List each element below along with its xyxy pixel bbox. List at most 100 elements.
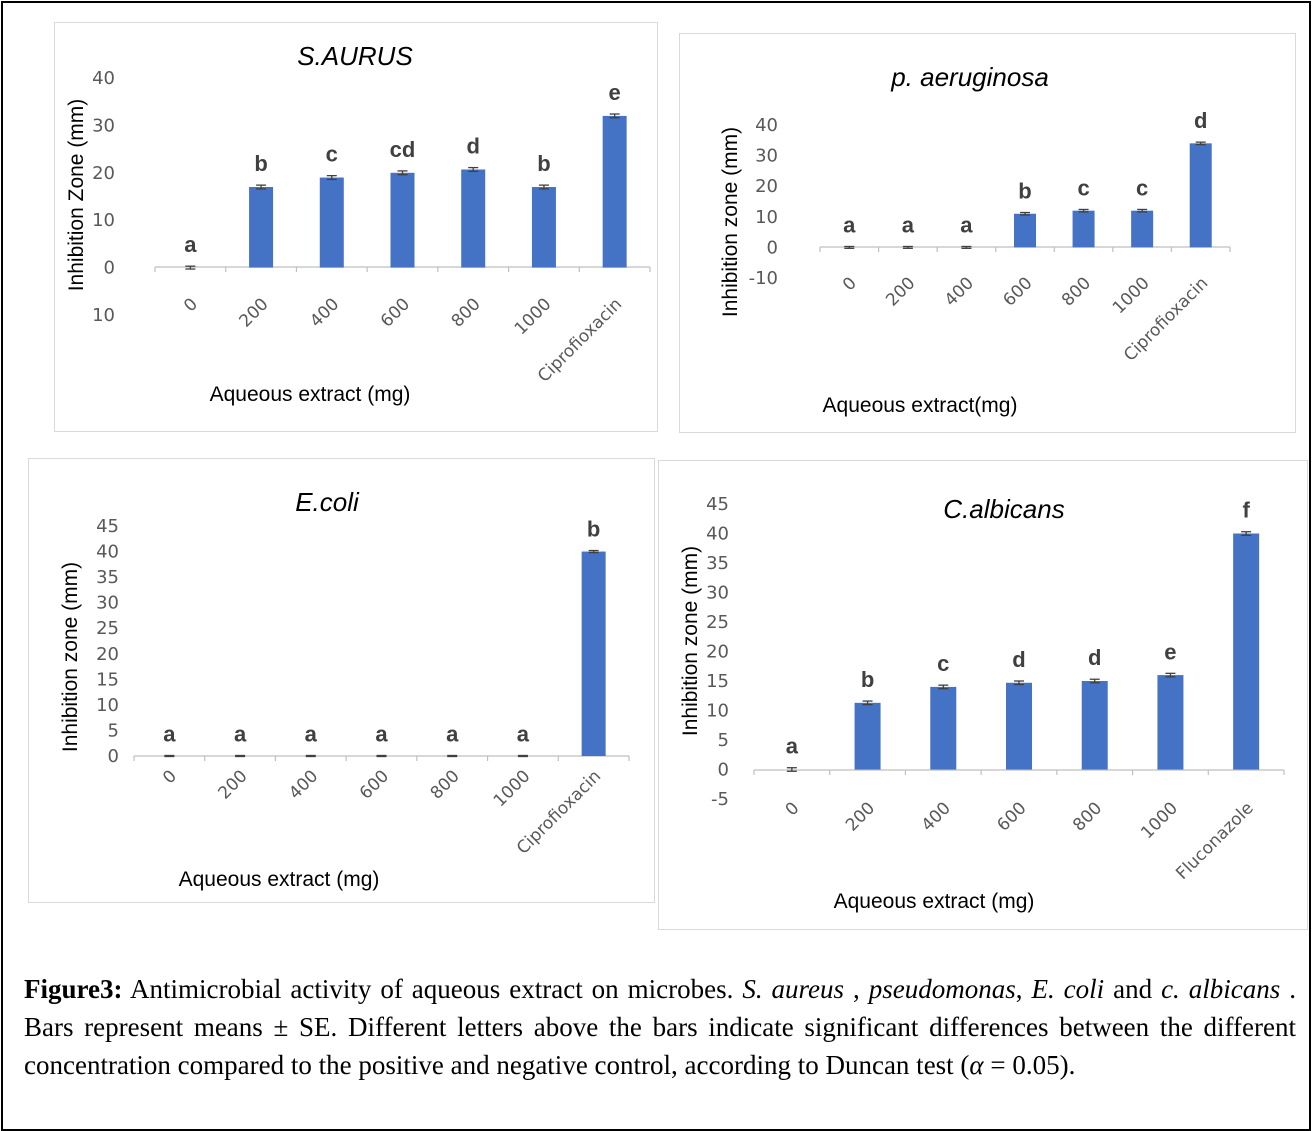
x-axis-label: Aqueous extract (mg) [210, 383, 411, 406]
significance-letter: d [466, 134, 479, 159]
chart-title: p. aeruginosa [890, 62, 1049, 92]
bar [1072, 210, 1095, 248]
y-axis-label: Inhibition zone (mm) [679, 546, 702, 736]
y-tick-label: 20 [755, 176, 778, 197]
y-tick-label: 40 [706, 524, 729, 545]
y-tick-label: 40 [96, 542, 119, 563]
x-tick-label: 0 [782, 798, 804, 820]
y-tick-label: 45 [706, 494, 729, 515]
caption-species-1: S. aureus [742, 974, 845, 1004]
caption-species-3: E. coli [1031, 974, 1105, 1004]
bar [249, 187, 274, 268]
significance-letter: e [609, 80, 621, 105]
x-axis-label: Aqueous extract(mg) [823, 394, 1018, 417]
bar [1157, 675, 1184, 770]
caption-label: Figure3: [24, 974, 123, 1004]
bar [581, 551, 606, 756]
x-tick-label: 1000 [1109, 273, 1154, 318]
chart-panel-e-coli: 45 40 35 30 25 20 15 10 5 0 E.coli Inhibition zone … [28, 458, 655, 903]
y-tick-label: 30 [96, 593, 119, 614]
x-tick-label: 1000 [490, 766, 535, 811]
chart-title: C.albicans [943, 494, 1064, 524]
bar [1131, 210, 1154, 248]
y-tick-label: -10 [749, 268, 778, 289]
y-tick-label: 20 [96, 644, 119, 665]
x-tick-label: 200 [842, 798, 879, 835]
significance-letter: c [937, 651, 949, 676]
significance-letter: a [517, 721, 530, 746]
significance-letter: d [1012, 647, 1025, 672]
y-tick-label: 5 [718, 730, 729, 751]
y-tick-label: 40 [92, 68, 115, 89]
caption-alpha: α [969, 1050, 984, 1080]
y-tick-label: 40 [755, 115, 778, 136]
y-tick-label: 25 [96, 618, 119, 639]
y-tick-label: 10 [755, 207, 778, 228]
significance-letter: a [902, 212, 915, 237]
bar [319, 177, 344, 268]
chart-title: S.AURUS [297, 41, 413, 71]
y-tick-label: 35 [706, 553, 729, 574]
significance-letter: b [861, 667, 874, 692]
bar [930, 686, 957, 770]
significance-letter: c [326, 142, 338, 167]
caption-text-1: Antimicrobial activity of aqueous extrac… [122, 974, 743, 1004]
x-tick-label: 0 [180, 294, 202, 316]
y-tick-label: 0 [108, 746, 119, 767]
y-tick-label: 20 [706, 642, 729, 663]
x-tick-label: 600 [377, 294, 414, 331]
x-tick-label: 400 [306, 294, 343, 331]
y-tick-label: 25 [706, 612, 729, 633]
caption-species-2: pseudomonas [868, 974, 1016, 1004]
caption-species-4: c. albicans [1161, 974, 1281, 1004]
bar [1006, 682, 1032, 770]
x-tick-label: 200 [236, 294, 273, 331]
x-axis-label: Aqueous extract (mg) [179, 868, 380, 891]
x-tick-label: 800 [448, 294, 485, 331]
significance-letter: a [375, 721, 388, 746]
x-tick-label: 1000 [511, 294, 556, 339]
significance-letter: a [446, 721, 459, 746]
bar [390, 172, 415, 268]
significance-letter: e [1164, 639, 1176, 664]
chart-panel-p-aeruginosa: 40 30 20 10 0 -10 p. aeruginosa Inhibition zone… [679, 33, 1296, 433]
significance-letter: a [960, 212, 973, 237]
y-tick-label: 10 [92, 305, 115, 326]
significance-letter: b [1018, 179, 1031, 204]
y-tick-label: 35 [96, 567, 119, 588]
y-tick-label: 15 [96, 669, 119, 690]
significance-letter: a [305, 721, 318, 746]
x-axis-label: Aqueous extract (mg) [834, 890, 1035, 913]
chart-title: E.coli [295, 487, 360, 517]
x-tick-label: 800 [1058, 273, 1095, 310]
x-tick-label: 600 [356, 766, 393, 803]
y-axis-label: Inhibition zone (mm) [719, 127, 742, 317]
significance-letter: b [537, 151, 550, 176]
x-tick-label: Fluconazole [1172, 798, 1257, 883]
significance-letter: c [1136, 175, 1148, 200]
chart-c-albicans: 45 40 35 30 25 20 15 10 5 0 -5 C.albicans Inhibition… [679, 494, 1285, 913]
y-axis-label: Inhibition Zone (mm) [65, 99, 88, 292]
y-tick-label: 20 [92, 163, 115, 184]
y-tick-label: 30 [706, 583, 729, 604]
y-tick-label: 30 [92, 115, 115, 136]
significance-letter: b [587, 517, 600, 542]
significance-letter: a [843, 212, 856, 237]
x-tick-label: 0 [839, 273, 861, 295]
x-tick-label: 1000 [1137, 798, 1182, 843]
caption-text-6: = 0.05). [983, 1050, 1076, 1080]
y-tick-label: 10 [92, 210, 115, 231]
y-tick-label: 10 [96, 695, 119, 716]
significance-letter: a [234, 721, 247, 746]
x-tick-label: 400 [285, 766, 322, 803]
bar [854, 702, 881, 770]
y-tick-label: 0 [767, 237, 778, 258]
significance-letter: a [786, 734, 799, 759]
chart-s-aureus: 40 30 20 10 0 10 S.AURUS Inhibition Zone (mm) Aq… [65, 41, 651, 406]
y-tick-label: 45 [96, 516, 119, 537]
chart-p-aeruginosa: 40 30 20 10 0 -10 p. aeruginosa Inhibition zone… [719, 62, 1231, 417]
significance-letter: d [1088, 645, 1101, 670]
y-tick-label: 30 [755, 146, 778, 167]
caption-text-3: , [1015, 974, 1032, 1004]
x-tick-label: 600 [993, 798, 1030, 835]
